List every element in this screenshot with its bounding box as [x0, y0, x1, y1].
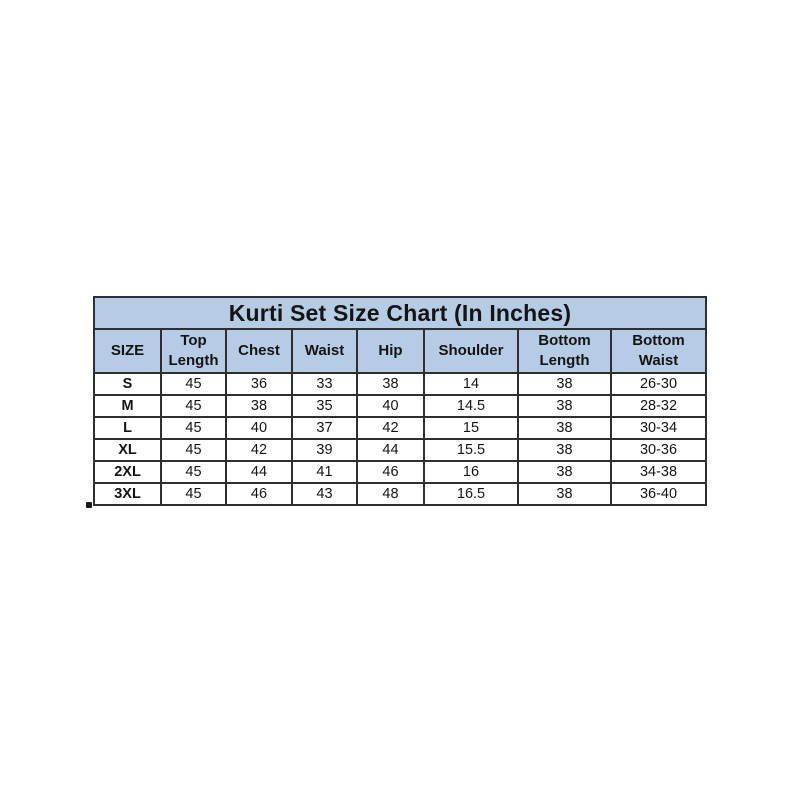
table-cell: 48 [356, 482, 425, 506]
table-row-2xl: 2XL 45 44 41 46 16 38 34-38 [93, 460, 708, 484]
table-row-l: L 45 40 37 42 15 38 30-34 [93, 416, 708, 440]
table-cell: 41 [291, 460, 358, 484]
table-cell: 16 [423, 460, 519, 484]
size-label: XL [93, 438, 162, 462]
column-header-hip: Hip [356, 328, 425, 374]
title-row: Kurti Set Size Chart (In Inches) [92, 296, 708, 330]
column-header-size: SIZE [93, 328, 162, 374]
size-chart-table: Kurti Set Size Chart (In Inches) SIZE To… [92, 296, 708, 506]
column-header-top-length: Top Length [160, 328, 227, 374]
table-cell: 43 [291, 482, 358, 506]
table-cell: 16.5 [423, 482, 519, 506]
table-cell: 45 [160, 372, 227, 396]
column-header-waist: Waist [291, 328, 358, 374]
table-cell: 36 [225, 372, 293, 396]
table-cell: 26-30 [609, 372, 708, 396]
table-cell: 30-34 [609, 416, 708, 440]
column-header-bottom-waist: Bottom Waist [609, 328, 708, 374]
size-label: M [93, 394, 162, 418]
table-cell: 35 [291, 394, 358, 418]
table-cell: 45 [160, 394, 227, 418]
table-cell: 42 [225, 438, 293, 462]
table-cell: 40 [356, 394, 425, 418]
table-cell: 38 [356, 372, 425, 396]
table-title: Kurti Set Size Chart (In Inches) [92, 296, 708, 330]
table-cell: 38 [225, 394, 293, 418]
table-cell: 38 [517, 416, 612, 440]
table-cell: 15.5 [423, 438, 519, 462]
table-cell: 44 [225, 460, 293, 484]
table-cell: 46 [356, 460, 425, 484]
table-cell: 45 [160, 482, 227, 506]
table-row-s: S 45 36 33 38 14 38 26-30 [93, 372, 708, 396]
table-cell: 42 [356, 416, 425, 440]
table-cell: 14.5 [423, 394, 519, 418]
table-cell: 14 [423, 372, 519, 396]
column-header-chest: Chest [225, 328, 293, 374]
table-cell: 44 [356, 438, 425, 462]
table-cell: 46 [225, 482, 293, 506]
table-cell: 38 [517, 438, 612, 462]
table-cell: 45 [160, 438, 227, 462]
table-cell: 28-32 [609, 394, 708, 418]
table-cell: 38 [517, 372, 612, 396]
table-cell: 36-40 [609, 482, 708, 506]
table-row-xl: XL 45 42 39 44 15.5 38 30-36 [93, 438, 708, 462]
size-label: S [93, 372, 162, 396]
table-cell: 45 [160, 460, 227, 484]
table-cell: 39 [291, 438, 358, 462]
header-row: SIZE Top Length Chest Waist Hip Shoulder… [93, 328, 708, 374]
column-header-bottom-length: Bottom Length [517, 328, 612, 374]
table-cell: 45 [160, 416, 227, 440]
table-cell: 33 [291, 372, 358, 396]
size-label: L [93, 416, 162, 440]
size-label: 2XL [93, 460, 162, 484]
column-header-shoulder: Shoulder [423, 328, 519, 374]
table-row-3xl: 3XL 45 46 43 48 16.5 38 36-40 [93, 482, 708, 506]
table-cell: 38 [517, 460, 612, 484]
table-row-m: M 45 38 35 40 14.5 38 28-32 [93, 394, 708, 418]
table-cell: 37 [291, 416, 358, 440]
table-cell: 34-38 [609, 460, 708, 484]
table-cell: 40 [225, 416, 293, 440]
ink-dot-artifact [86, 502, 92, 508]
size-label: 3XL [93, 482, 162, 506]
table-cell: 38 [517, 482, 612, 506]
table-cell: 15 [423, 416, 519, 440]
table-cell: 30-36 [609, 438, 708, 462]
table-cell: 38 [517, 394, 612, 418]
